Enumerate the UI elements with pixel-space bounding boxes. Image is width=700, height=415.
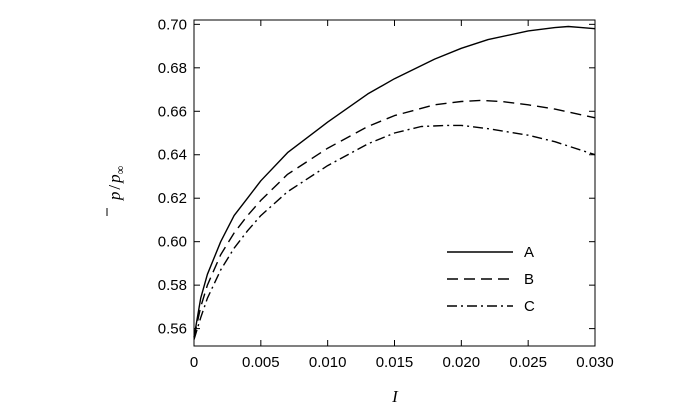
x-tick-label: 0.020 [443,354,481,371]
x-tick-label: 0.010 [309,354,347,371]
legend-label-b: B [524,271,534,288]
y-axis-label-sep: / [105,185,124,190]
plot-frame [193,19,596,347]
y-axis-label: p/p∞ [105,166,127,216]
series-line-b [193,99,596,338]
y-tick-label: 0.66 [158,103,187,120]
y-tick-label: 0.68 [158,60,187,77]
svg-text:p/p∞: p/p∞ [105,166,127,201]
series-lines [193,25,596,340]
x-tick-label: 0.015 [376,354,414,371]
x-axis-label: I [391,387,399,406]
y-tick-label: 0.58 [158,277,187,294]
y-tick-label: 0.56 [158,321,187,338]
series-line-a [193,25,596,338]
x-tick-label: 0.030 [576,354,614,371]
legend-label-a: A [524,244,534,261]
y-tick-label: 0.60 [158,234,187,251]
y-tick-label: 0.62 [158,190,187,207]
y-axis-label-base: p [105,174,124,184]
y-tick-label: 0.64 [158,147,187,164]
y-axis-label-main: p [105,192,124,202]
legend: ABC [447,244,535,315]
axis-ticks: 0 0.005 0.010 0.015 0.020 0.025 0.030 0.56 0.58 0… [158,16,614,371]
series-line-c [193,124,596,340]
legend-label-c: C [524,298,535,315]
y-tick-label: 0.70 [158,16,187,33]
x-tick-label: 0 [190,354,198,371]
y-axis-label-sub: ∞ [113,166,127,175]
x-tick-label: 0.005 [242,354,280,371]
x-tick-label: 0.025 [509,354,547,371]
